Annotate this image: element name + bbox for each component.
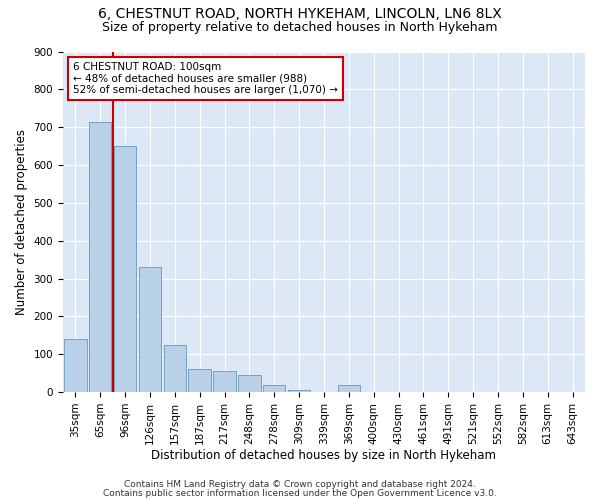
Text: Size of property relative to detached houses in North Hykeham: Size of property relative to detached ho… xyxy=(102,21,498,34)
Bar xyxy=(164,345,186,392)
Bar xyxy=(89,122,112,392)
Bar xyxy=(188,370,211,392)
Bar xyxy=(338,384,360,392)
Y-axis label: Number of detached properties: Number of detached properties xyxy=(15,129,28,315)
Text: 6, CHESTNUT ROAD, NORTH HYKEHAM, LINCOLN, LN6 8LX: 6, CHESTNUT ROAD, NORTH HYKEHAM, LINCOLN… xyxy=(98,8,502,22)
Bar xyxy=(64,339,86,392)
Bar xyxy=(288,390,310,392)
X-axis label: Distribution of detached houses by size in North Hykeham: Distribution of detached houses by size … xyxy=(151,450,496,462)
Bar xyxy=(263,384,286,392)
Text: Contains public sector information licensed under the Open Government Licence v3: Contains public sector information licen… xyxy=(103,488,497,498)
Bar xyxy=(238,375,260,392)
Bar xyxy=(114,146,136,392)
Bar xyxy=(139,267,161,392)
Bar xyxy=(214,372,236,392)
Text: Contains HM Land Registry data © Crown copyright and database right 2024.: Contains HM Land Registry data © Crown c… xyxy=(124,480,476,489)
Text: 6 CHESTNUT ROAD: 100sqm
← 48% of detached houses are smaller (988)
52% of semi-d: 6 CHESTNUT ROAD: 100sqm ← 48% of detache… xyxy=(73,62,338,95)
